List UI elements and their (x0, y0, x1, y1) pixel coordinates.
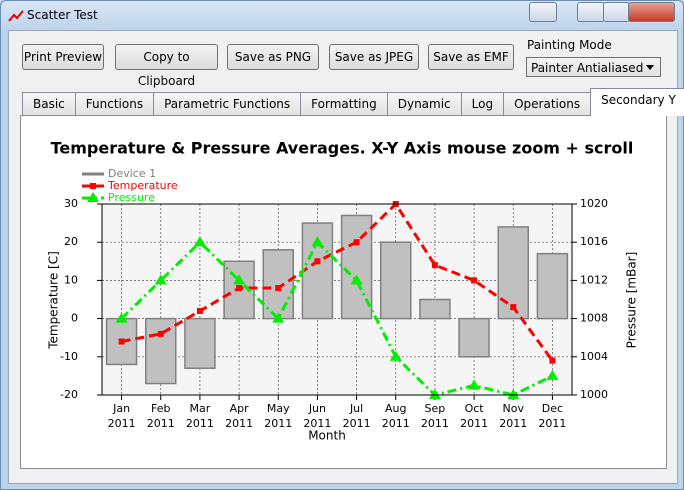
resize-button[interactable] (529, 2, 557, 22)
chart-title: Temperature & Pressure Averages. X-Y Axi… (51, 139, 634, 158)
legend-label: Temperature (107, 179, 178, 192)
line (121, 201, 554, 362)
tab[interactable]: Basic (22, 92, 76, 115)
y-axis-title: Temperature [C] (47, 251, 61, 350)
marker (468, 379, 481, 390)
y2-tick-label: 1020 (580, 197, 608, 210)
x-tick-label: Apr 2011 (225, 402, 254, 430)
tab-bar: Basic Functions Parametric Functions Format… (22, 88, 684, 116)
y2-tick-label: 1012 (580, 273, 608, 286)
x-tick-label: Oct 2011 (460, 402, 489, 430)
y2-tick-label: 1004 (580, 350, 608, 363)
close-button[interactable] (628, 2, 675, 22)
y-tick-label: 0 (71, 312, 78, 325)
marker (350, 274, 363, 285)
marker (510, 304, 517, 311)
marker (193, 236, 206, 247)
tab[interactable]: Secondary Y (590, 88, 684, 116)
marker (431, 262, 438, 269)
y2-tick-label: 1000 (580, 388, 608, 401)
plot-area (102, 204, 572, 395)
marker (87, 192, 99, 202)
bar (497, 226, 529, 320)
label: Painting Mode (527, 38, 612, 52)
app-icon (8, 10, 24, 22)
button[interactable]: Save as JPEG (329, 44, 419, 70)
marker (471, 277, 478, 284)
marker (314, 258, 321, 265)
marker (272, 312, 285, 323)
bar (145, 317, 177, 385)
marker (196, 307, 203, 314)
x-tick-label: Jun 2011 (303, 402, 332, 430)
dropdown[interactable]: Painter Antialiased (526, 57, 661, 77)
tab[interactable]: Operations (503, 92, 592, 115)
marker (115, 312, 128, 323)
button[interactable]: Save as PNG (227, 44, 319, 70)
marker (507, 389, 520, 399)
marker (118, 338, 125, 345)
marker (546, 369, 559, 380)
button[interactable]: Print Preview (22, 44, 104, 70)
line (120, 239, 554, 397)
marker (389, 350, 402, 361)
x-tick-label: Jul 2011 (342, 402, 371, 430)
y2-tick-label: 1008 (580, 312, 608, 325)
marker (275, 285, 282, 292)
tab[interactable]: Parametric Functions (153, 92, 302, 115)
bar (380, 241, 412, 320)
y2-axis-title: Pressure [mBar] (625, 252, 639, 349)
x-axis-title: Month (308, 429, 346, 443)
marker (353, 239, 360, 246)
tab[interactable]: Dynamic (386, 92, 462, 115)
marker (233, 274, 246, 285)
marker (311, 236, 324, 247)
marker (428, 389, 441, 399)
marker (154, 274, 167, 285)
legend-label: Device 1 (108, 167, 156, 180)
plot-frame (101, 203, 573, 396)
bar (458, 317, 490, 358)
y-tick-label: 10 (64, 273, 78, 286)
marker (549, 357, 556, 364)
y2-tick-label: 1016 (580, 235, 608, 248)
x-tick-label: Jan 2011 (107, 402, 136, 430)
bar (536, 252, 569, 320)
button[interactable]: Copy to Clipboard (115, 44, 218, 88)
x-tick-label: Aug 2011 (381, 402, 410, 430)
x-tick-label: Nov 2011 (499, 402, 528, 430)
y-tick-label: 20 (64, 235, 78, 248)
marker (236, 285, 243, 292)
x-tick-label: May 2011 (264, 402, 293, 430)
y-tick-label: -20 (60, 388, 78, 401)
x-tick-label: Dec 2011 (538, 402, 567, 430)
x-tick-label: Feb 2011 (146, 402, 175, 430)
legend-label: Pressure (108, 191, 155, 204)
x-tick-label: Sep 2011 (420, 402, 449, 430)
marker (90, 183, 96, 189)
bar (419, 298, 451, 320)
y-tick-label: -10 (60, 350, 78, 363)
y-tick-label: 30 (64, 197, 78, 210)
window-title: Scatter Test (27, 8, 98, 22)
bar (184, 317, 216, 370)
marker (157, 330, 164, 337)
tab[interactable]: Log (460, 92, 505, 115)
button[interactable]: Save as EMF (428, 44, 514, 70)
x-tick-label: Mar 2011 (185, 402, 214, 430)
